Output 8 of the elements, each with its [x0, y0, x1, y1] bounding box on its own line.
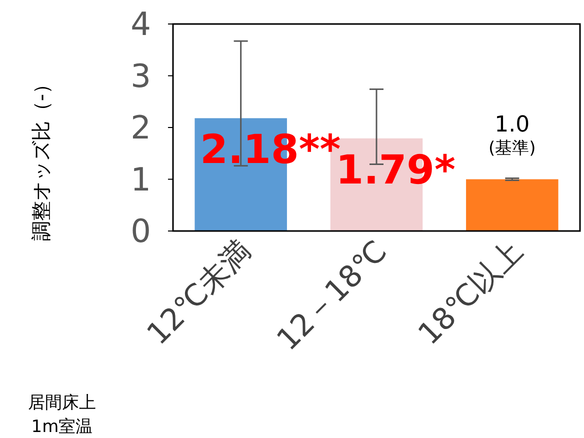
y-tick-label: 0 [130, 212, 151, 250]
annotation: 1.0 (基準) [488, 112, 536, 158]
y-tick-label: 2 [130, 108, 151, 146]
y-tick-label: 4 [130, 5, 151, 43]
y-tick-label: 1 [130, 160, 151, 198]
y-tick-label: 3 [130, 56, 151, 95]
x-axis-title: 居間床上 1m室温 [28, 393, 96, 437]
y-axis-title: 調整オッズ比（-） [29, 74, 53, 242]
